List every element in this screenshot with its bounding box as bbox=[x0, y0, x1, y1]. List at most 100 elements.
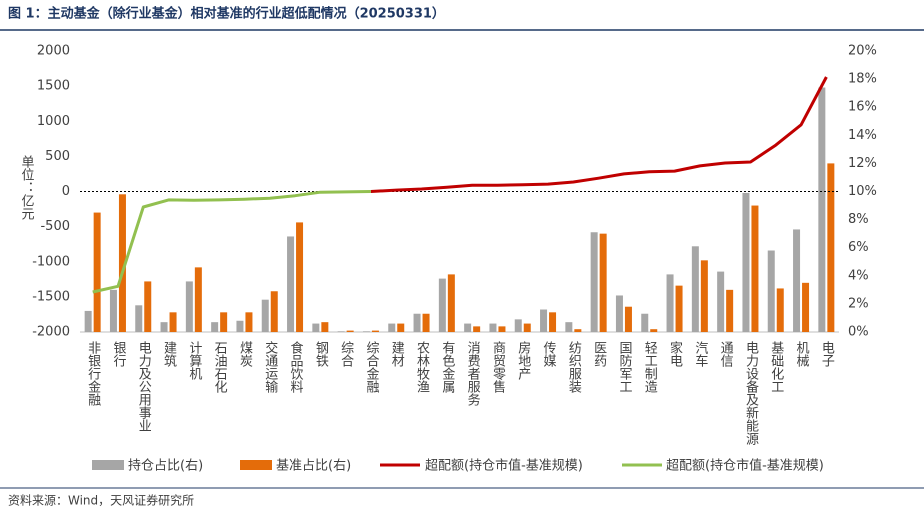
y2-tick-label: 6% bbox=[848, 240, 869, 255]
x-tick-label: 通信 bbox=[718, 341, 734, 367]
bar bbox=[194, 267, 202, 332]
bar bbox=[624, 306, 632, 332]
line bbox=[370, 76, 828, 193]
y-axis-label: 单位：亿元 bbox=[19, 155, 35, 221]
y2-tick-label: 8% bbox=[848, 212, 869, 227]
y-tick-label: 0 bbox=[62, 184, 70, 199]
bar bbox=[742, 192, 750, 332]
x-tick-label: 家电 bbox=[667, 340, 683, 367]
y-tick-label: -500 bbox=[40, 219, 70, 234]
bar bbox=[109, 289, 117, 332]
bar bbox=[574, 329, 582, 332]
bar bbox=[751, 205, 759, 332]
bar bbox=[422, 313, 430, 332]
bar bbox=[514, 319, 522, 332]
bar bbox=[362, 331, 370, 332]
bar bbox=[641, 313, 649, 332]
bar bbox=[717, 271, 725, 332]
x-tick-label: 消费者服务 bbox=[465, 341, 481, 406]
y2-tick-label: 16% bbox=[848, 100, 877, 115]
x-tick-label: 传媒 bbox=[541, 341, 557, 367]
bar bbox=[464, 323, 472, 332]
bar bbox=[590, 232, 598, 332]
bar bbox=[599, 233, 607, 332]
bar bbox=[438, 278, 446, 332]
y-tick-label: 1000 bbox=[37, 114, 70, 129]
bar bbox=[549, 312, 557, 332]
bar bbox=[767, 250, 775, 332]
x-tick-label: 轻工制造 bbox=[642, 341, 658, 394]
x-tick-label: 机械 bbox=[794, 341, 810, 367]
bar bbox=[726, 289, 734, 332]
bar bbox=[220, 312, 228, 332]
bar bbox=[650, 329, 658, 332]
bar bbox=[540, 309, 548, 332]
source: 资料来源：Wind，天风证券研究所 bbox=[8, 493, 194, 508]
bar bbox=[388, 323, 396, 332]
x-tick-label: 电子 bbox=[819, 341, 835, 367]
x-tick-label: 建筑 bbox=[161, 341, 177, 368]
legend-swatch bbox=[240, 460, 272, 470]
bar bbox=[211, 322, 219, 332]
x-tick-label: 农林牧渔 bbox=[414, 341, 430, 393]
bar bbox=[691, 246, 699, 332]
bar bbox=[615, 295, 623, 332]
y2-tick-label: 4% bbox=[848, 268, 869, 283]
bar bbox=[135, 305, 143, 332]
legend-swatch bbox=[92, 460, 124, 470]
legend-label: 超配额(持仓市值-基准规模) bbox=[666, 458, 824, 474]
x-tick-label: 综合金融 bbox=[363, 341, 379, 393]
bar bbox=[565, 322, 573, 332]
bar bbox=[245, 312, 253, 332]
bar bbox=[447, 274, 455, 332]
legend-label: 基准占比(右) bbox=[276, 459, 351, 474]
bar bbox=[321, 322, 329, 332]
x-tick-label: 食品饮料 bbox=[288, 340, 304, 393]
bar bbox=[346, 330, 354, 332]
x-tick-label: 建材 bbox=[389, 341, 405, 367]
x-tick-label: 基础化工 bbox=[768, 341, 784, 393]
y2-tick-label: 2% bbox=[848, 296, 869, 311]
y2-tick-label: 0% bbox=[848, 325, 869, 340]
x-tick-label: 银行 bbox=[110, 341, 126, 368]
bar bbox=[160, 322, 168, 332]
x-tick-label: 交通运输 bbox=[262, 340, 278, 393]
bar bbox=[296, 222, 304, 332]
bar bbox=[144, 281, 152, 332]
y-tick-label: -1000 bbox=[32, 254, 70, 269]
bar bbox=[93, 212, 101, 332]
x-tick-label: 石油石化 bbox=[212, 341, 228, 394]
x-tick-label: 煤炭 bbox=[237, 341, 253, 368]
x-tick-label: 医药 bbox=[591, 341, 607, 367]
y2-tick-label: 14% bbox=[848, 128, 877, 143]
x-tick-label: 房地产 bbox=[515, 340, 531, 381]
bar bbox=[666, 274, 674, 332]
bar bbox=[489, 323, 497, 332]
y-tick-label: -2000 bbox=[32, 325, 70, 340]
x-tick-label: 纺织服装 bbox=[566, 341, 582, 393]
bar bbox=[371, 330, 379, 332]
bar bbox=[776, 288, 784, 332]
y-tick-label: 1500 bbox=[37, 79, 70, 94]
y-tick-label: 2000 bbox=[37, 44, 70, 59]
x-tick-label: 汽车 bbox=[692, 341, 708, 367]
x-tick-label: 非银行金融 bbox=[85, 341, 101, 406]
bar bbox=[675, 285, 683, 332]
bar bbox=[827, 163, 835, 332]
bar bbox=[473, 326, 481, 332]
y2-tick-label: 18% bbox=[848, 72, 877, 87]
x-tick-label: 综合 bbox=[338, 341, 354, 367]
y-tick-label: 500 bbox=[45, 149, 70, 164]
y2-tick-label: 12% bbox=[848, 156, 877, 171]
bar bbox=[185, 281, 193, 332]
line bbox=[92, 190, 371, 294]
bar bbox=[498, 326, 506, 332]
x-tick-label: 计算机 bbox=[186, 341, 202, 381]
bar bbox=[802, 282, 810, 332]
bar bbox=[700, 260, 708, 332]
y2-tick-label: 10% bbox=[848, 184, 877, 199]
bar bbox=[118, 194, 126, 332]
y-tick-label: -1500 bbox=[32, 289, 70, 304]
